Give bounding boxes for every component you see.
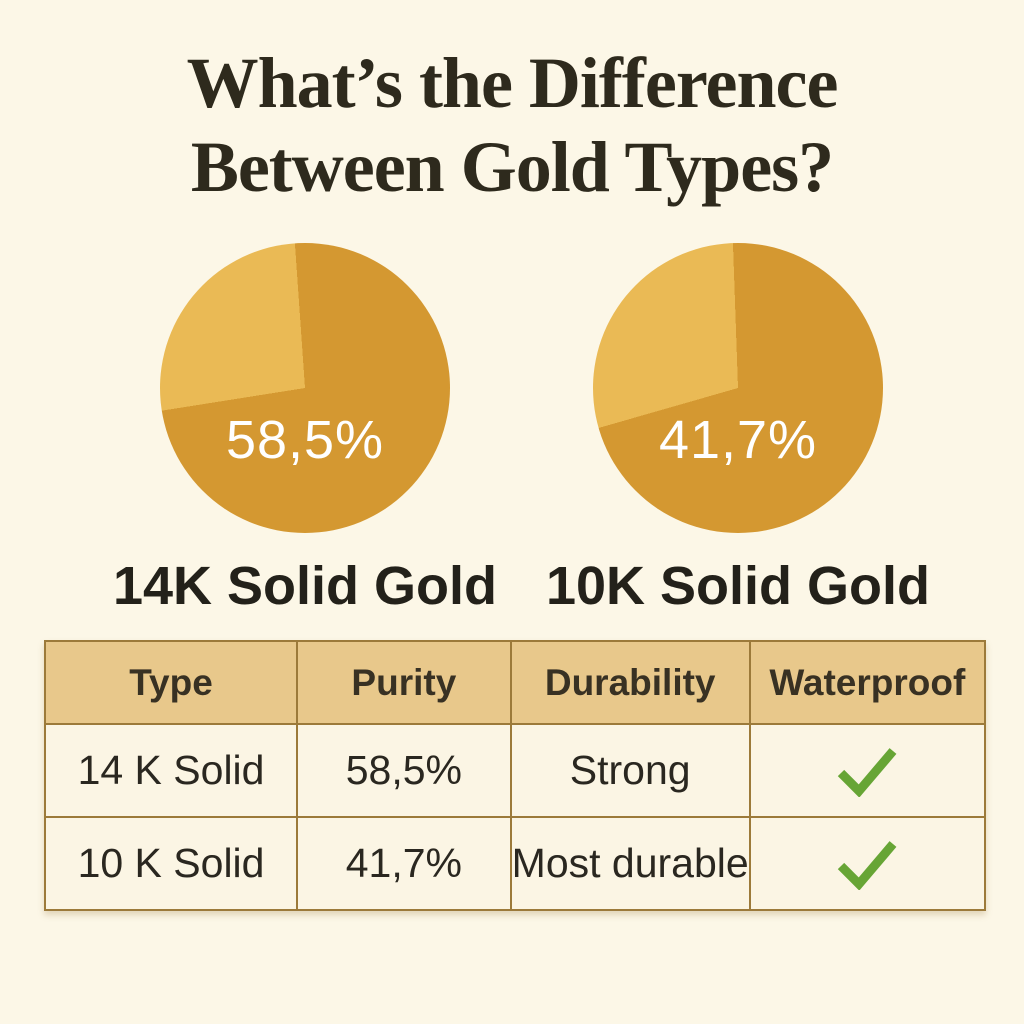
pie-chart-14k: 58,5% (160, 243, 450, 533)
table-header-type: Type (46, 642, 297, 723)
page-title-line-1: What’s the Difference (186, 43, 839, 123)
table-cell-durability-10k: Most durable (511, 818, 749, 909)
table-cell-durability-14k: Strong (511, 725, 749, 816)
page-title-line-2: Between Gold Types? (190, 126, 834, 207)
checkmark-icon (838, 747, 897, 797)
table-cell-type-10k: 10 K Solid (46, 818, 297, 909)
table-header-durability: Durability (511, 642, 749, 723)
pie-caption-10k: 10K Solid Gold (545, 556, 931, 616)
pie-percentage-label-14k: 58,5% (225, 410, 385, 471)
table-cell-purity-14k: 58,5% (298, 725, 510, 816)
pie-chart-10k: 41,7% (593, 243, 883, 533)
checkmark-icon (838, 840, 897, 890)
page-title: What’s the Difference Between Gold Types… (0, 42, 1024, 209)
pie-group-14k: 58,5% 14K Solid Gold (95, 243, 515, 617)
comparison-table: Type Purity Durability Waterproof 14 K S… (44, 640, 986, 911)
pie-percentage-label-10k: 41,7% (658, 410, 818, 471)
table-header-waterproof: Waterproof (750, 642, 984, 723)
pie-caption-14k: 14K Solid Gold (112, 556, 498, 616)
table-cell-purity-10k: 41,7% (298, 818, 510, 909)
pie-group-10k: 41,7% 10K Solid Gold (528, 243, 948, 617)
table-header-purity: Purity (298, 642, 510, 723)
table-cell-type-14k: 14 K Solid (46, 725, 297, 816)
table-cell-waterproof-10k (750, 818, 984, 909)
table-cell-waterproof-14k (750, 725, 984, 816)
